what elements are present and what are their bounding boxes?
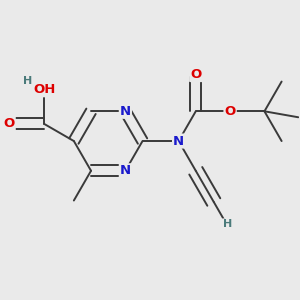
Text: H: H bbox=[223, 219, 232, 229]
Text: O: O bbox=[4, 117, 15, 130]
Text: H: H bbox=[23, 76, 32, 86]
Text: N: N bbox=[120, 105, 131, 118]
Text: OH: OH bbox=[33, 83, 55, 96]
Text: O: O bbox=[190, 68, 201, 81]
Text: O: O bbox=[224, 105, 236, 118]
Text: N: N bbox=[173, 134, 184, 148]
Text: N: N bbox=[120, 164, 131, 177]
